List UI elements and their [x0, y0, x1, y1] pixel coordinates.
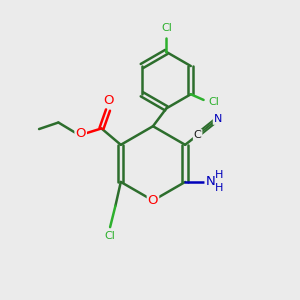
- Text: H: H: [214, 184, 223, 194]
- Text: N: N: [214, 114, 222, 124]
- Text: N: N: [206, 176, 215, 188]
- Text: O: O: [75, 127, 86, 140]
- Text: H: H: [214, 170, 223, 180]
- Text: C: C: [194, 130, 202, 140]
- Text: Cl: Cl: [161, 22, 172, 33]
- Text: Cl: Cl: [105, 231, 116, 241]
- Text: Cl: Cl: [208, 97, 220, 107]
- Text: O: O: [103, 94, 113, 107]
- Text: O: O: [148, 194, 158, 207]
